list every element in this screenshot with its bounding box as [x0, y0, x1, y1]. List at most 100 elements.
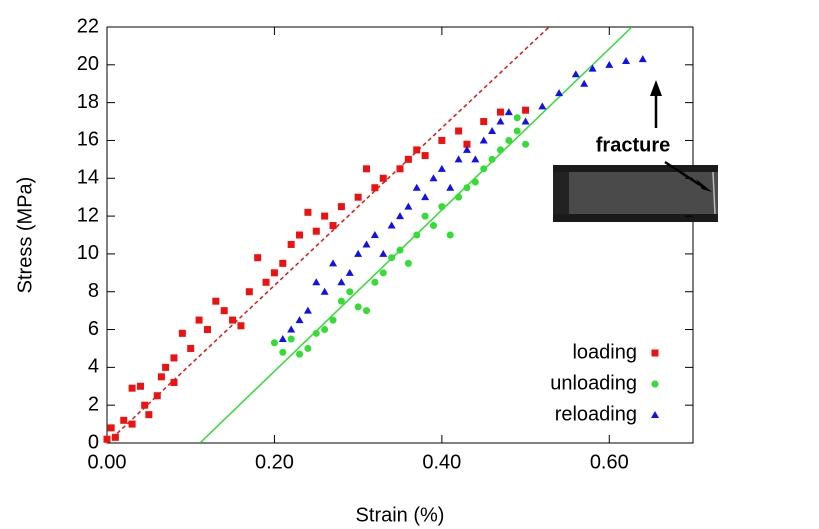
x-axis-label: Strain (%)	[356, 504, 445, 526]
point	[421, 152, 429, 160]
point	[270, 339, 278, 347]
point	[329, 222, 337, 230]
point	[162, 363, 170, 371]
point	[287, 240, 295, 248]
point	[278, 335, 287, 342]
point	[270, 269, 278, 277]
point	[638, 55, 647, 63]
point	[463, 184, 471, 192]
point	[337, 297, 345, 305]
y-tick-label: 8	[88, 280, 99, 302]
point	[462, 145, 471, 153]
y-tick-label: 22	[77, 15, 99, 37]
point	[262, 278, 270, 286]
point	[329, 259, 338, 267]
y-tick-label: 12	[77, 204, 99, 226]
point	[370, 231, 379, 238]
point	[279, 348, 287, 356]
point	[296, 350, 304, 358]
point	[287, 325, 296, 333]
point	[170, 354, 178, 362]
y-tick-label: 4	[88, 356, 99, 378]
point	[321, 326, 329, 334]
point	[580, 79, 589, 87]
point	[254, 254, 262, 262]
point	[455, 193, 463, 201]
point	[304, 344, 312, 352]
point	[571, 70, 580, 78]
point	[404, 259, 412, 267]
point	[107, 424, 115, 432]
annotation: fracture	[596, 134, 670, 156]
point	[371, 278, 379, 286]
point	[413, 146, 421, 154]
point	[345, 268, 354, 276]
point	[245, 288, 253, 296]
y-tick-label: 2	[88, 393, 99, 415]
point	[504, 108, 513, 116]
x-tick-label: 0.40	[422, 451, 461, 473]
point	[312, 329, 320, 337]
point	[438, 136, 446, 144]
point	[329, 316, 337, 324]
point	[496, 117, 505, 125]
point	[212, 297, 220, 305]
point	[505, 136, 513, 144]
y-tick-label: 0	[88, 431, 99, 453]
point	[303, 306, 312, 314]
point	[157, 373, 165, 381]
point	[480, 165, 488, 173]
point	[195, 316, 203, 324]
fit-line	[107, 27, 550, 443]
y-tick-label: 16	[77, 129, 99, 151]
point	[295, 316, 304, 324]
x-tick-label: 0.20	[255, 451, 294, 473]
point	[522, 140, 530, 148]
point	[178, 329, 186, 337]
point	[496, 146, 504, 154]
point	[387, 221, 396, 229]
legend-marker	[651, 411, 659, 418]
y-tick-label: 18	[77, 91, 99, 113]
point	[429, 222, 437, 230]
point	[354, 249, 363, 257]
point	[522, 106, 530, 114]
point	[304, 208, 312, 216]
point	[438, 203, 446, 211]
legend-label: reloading	[555, 403, 637, 425]
point	[170, 378, 178, 386]
point	[379, 269, 387, 277]
point	[605, 60, 614, 68]
point	[429, 174, 438, 182]
point	[229, 316, 237, 324]
plot-frame	[106, 26, 694, 444]
y-tick-label: 20	[77, 53, 99, 75]
point	[296, 231, 304, 239]
point	[412, 183, 421, 191]
point	[488, 127, 497, 134]
point	[203, 326, 211, 334]
point	[396, 165, 404, 173]
point	[471, 155, 480, 163]
point	[446, 183, 455, 191]
point	[513, 114, 521, 122]
point	[354, 303, 362, 311]
point	[320, 287, 329, 295]
point	[455, 127, 463, 135]
point	[220, 307, 228, 315]
point	[363, 307, 371, 315]
point	[136, 382, 144, 390]
point	[287, 335, 295, 343]
legend-label: unloading	[550, 372, 637, 394]
y-tick-label: 10	[77, 242, 99, 264]
point	[312, 278, 321, 286]
point	[404, 202, 413, 210]
point	[120, 416, 128, 424]
point	[337, 278, 346, 286]
point	[379, 174, 387, 182]
point	[103, 435, 111, 443]
point	[362, 240, 371, 248]
point	[237, 322, 245, 330]
point	[379, 249, 388, 257]
